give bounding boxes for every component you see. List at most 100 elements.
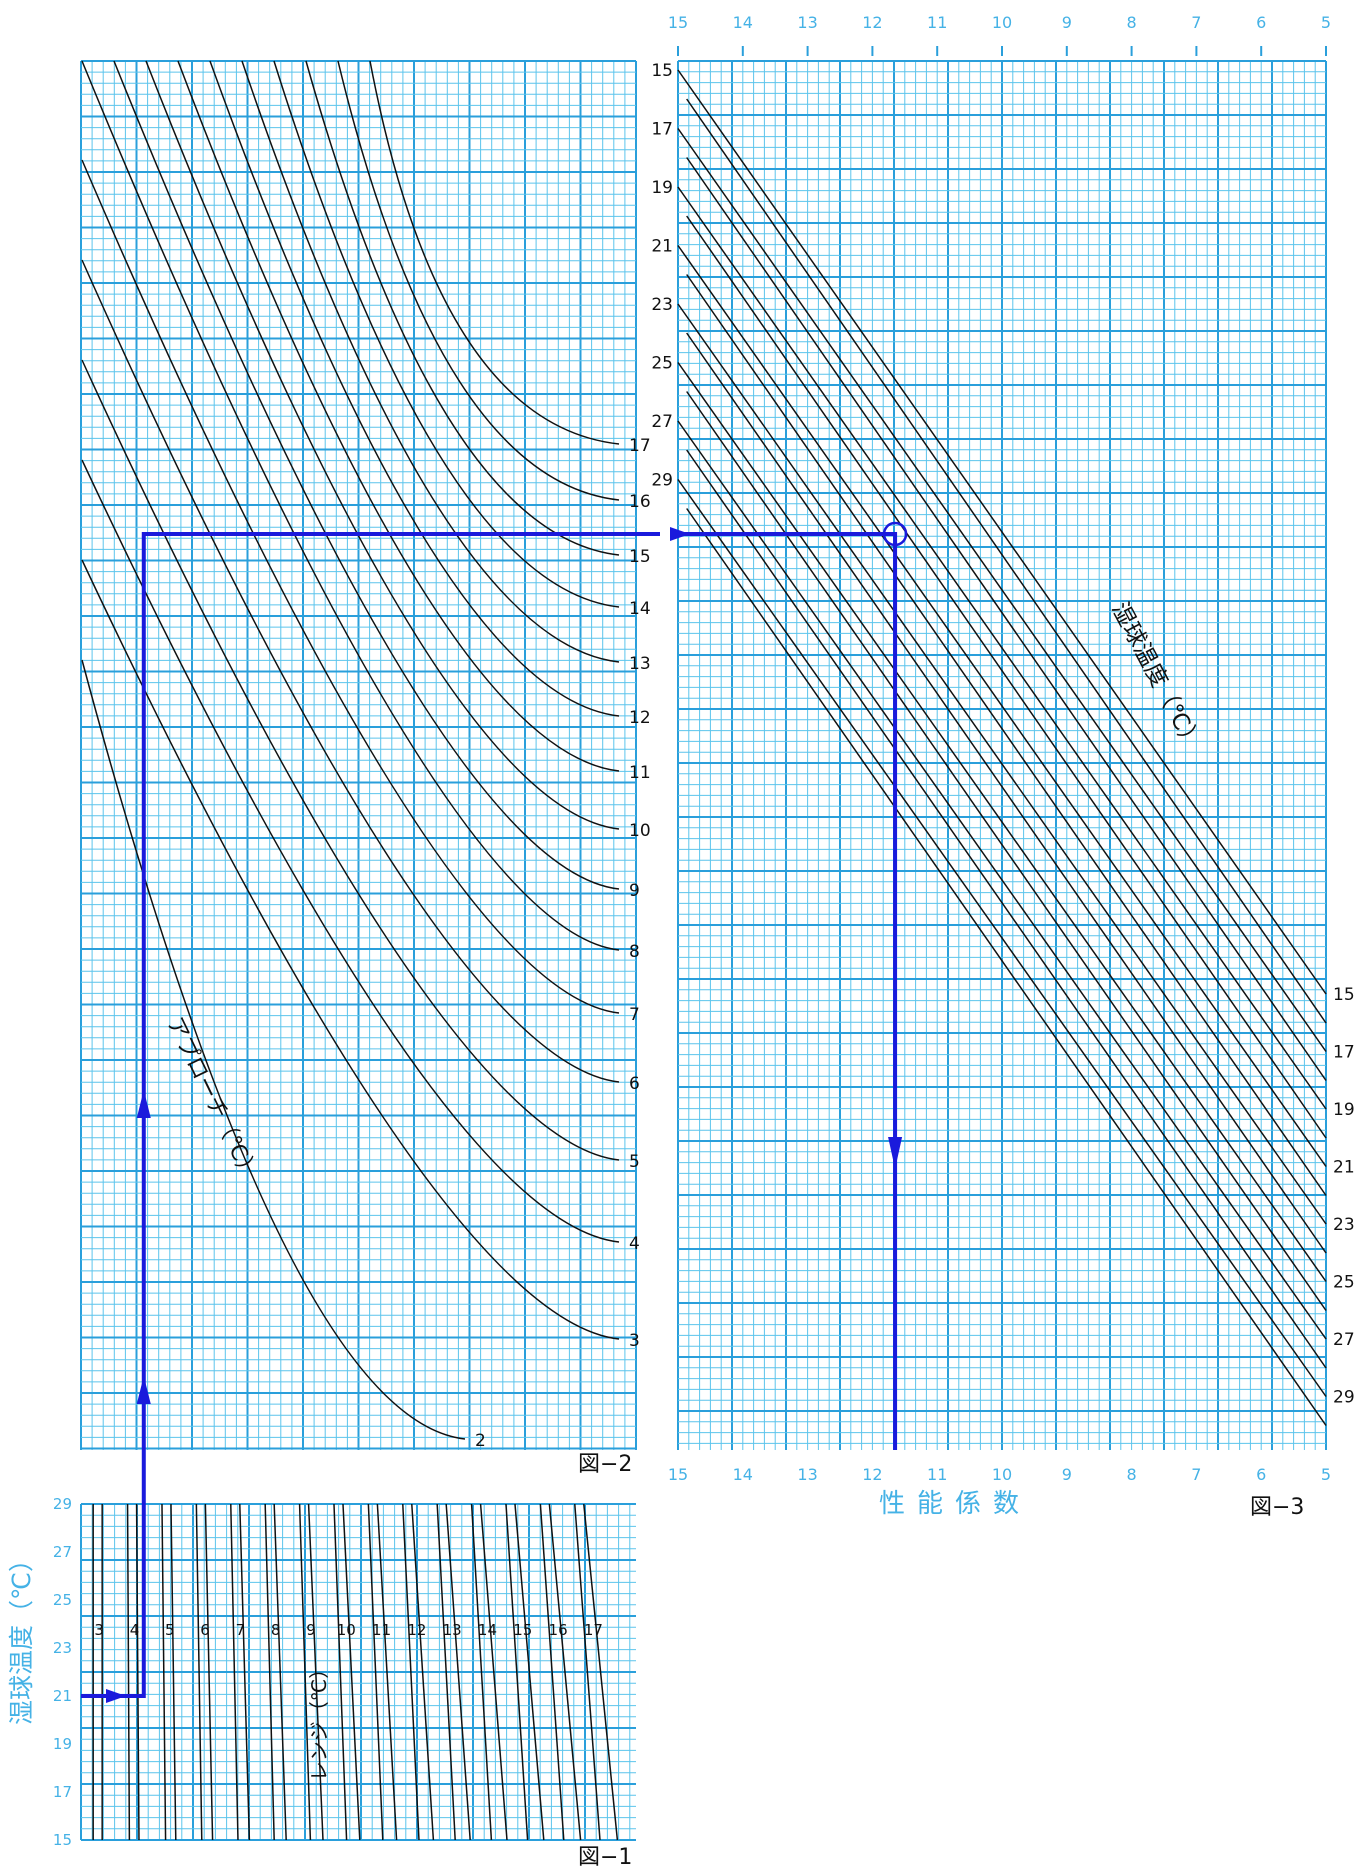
fig3-left-label: 27 [651, 412, 673, 432]
fig2-curve-label: 7 [629, 1005, 640, 1025]
fig1-range-subline [445, 1503, 471, 1841]
fig1-range-label: 10 [337, 1621, 356, 1639]
fig3-bottom-tick: 12 [862, 1465, 882, 1484]
fig2-curve-label: 17 [629, 436, 651, 456]
fig3-left-label: 19 [651, 178, 673, 198]
fig1-range-subline [411, 1503, 435, 1841]
fig1-y-tick: 25 [53, 1591, 72, 1609]
fig1-range-label: 8 [271, 1621, 281, 1639]
fig2-curve-label: 8 [629, 942, 640, 962]
fig2-approach-curve [81, 459, 620, 1243]
fig1-range-label: 12 [407, 1621, 426, 1639]
fig1-range-label: 17 [584, 1621, 603, 1639]
fig2-approach-curve [81, 259, 620, 1083]
fig1-range-line [367, 1503, 384, 1841]
fig2-approach-curve [81, 159, 620, 1014]
fig3-wetbulb-line [686, 157, 1327, 1081]
fig1-range-line [264, 1503, 275, 1841]
fig2-approach-curve [369, 60, 620, 445]
fig2-approach-curve [81, 559, 620, 1340]
fig1-range-line [161, 1503, 167, 1841]
fig2-approach-curve [177, 60, 620, 772]
fig1-range-label: 11 [372, 1621, 391, 1639]
fig1-range-label: 16 [549, 1621, 568, 1639]
fig2-approach-curve [305, 60, 620, 556]
fig1-range-subline [376, 1503, 398, 1841]
fig1-range-label: 13 [443, 1621, 462, 1639]
fig1-range-label: 5 [165, 1621, 175, 1639]
fig3-bottom-tick: 6 [1256, 1465, 1266, 1484]
fig2-curve-label: 13 [629, 654, 651, 674]
fig2-approach-curve [145, 60, 620, 830]
fig1-y-tick: 21 [53, 1687, 72, 1705]
fig3-top-tick: 7 [1191, 13, 1201, 32]
example-path-arrow [106, 1689, 126, 1703]
fig3-right-label: 17 [1333, 1043, 1355, 1063]
fig2-approach-curve [81, 659, 466, 1440]
fig2-curve-label: 6 [629, 1074, 640, 1094]
example-path-arrow [670, 527, 690, 541]
fig2-approach-curve [273, 60, 620, 608]
fig3-right-label: 27 [1333, 1330, 1355, 1350]
fig2-approach-curve [113, 60, 620, 890]
fig1-range-label: 14 [478, 1621, 497, 1639]
fig2-curve-label: 12 [629, 708, 651, 728]
fig3-right-label: 19 [1333, 1100, 1355, 1120]
fig2-grid [80, 60, 637, 1450]
fig3-wetbulb-line [686, 508, 1327, 1426]
fig1-y-tick: 17 [53, 1783, 72, 1801]
fig3-left-label: 23 [651, 295, 673, 315]
fig2-approach-curve [241, 60, 620, 663]
fig1-y-tick: 19 [53, 1735, 72, 1753]
fig3-xlabel: 性能係数 [879, 1489, 1031, 1519]
fig1-range-line [230, 1503, 239, 1841]
fig1-range-subline [239, 1503, 251, 1841]
fig3-left-label: 15 [651, 61, 673, 81]
fig3-top-tick: 9 [1062, 13, 1072, 32]
example-path [81, 521, 908, 1703]
fig1-range-subline [514, 1503, 545, 1841]
fig3-wetbulb-line [677, 479, 1327, 1397]
fig1-range-line [126, 1503, 131, 1841]
fig3-wetbulb-line [677, 245, 1327, 1167]
fig1-range-line [539, 1503, 565, 1841]
fig1-y-tick: 27 [53, 1543, 72, 1561]
fig3-left-label: 17 [651, 120, 673, 140]
fig1-title: 図−1 [578, 1845, 632, 1870]
fig1-range-subline [273, 1503, 287, 1841]
fig3-wetbulb-line [677, 69, 1327, 995]
fig1-range-subline [479, 1503, 508, 1841]
fig1-ylabel: 湿球温度（℃） [7, 1547, 36, 1725]
fig1-range-label: 3 [94, 1621, 104, 1639]
fig2-curve-label: 16 [629, 492, 651, 512]
fig2-approach-curves [81, 60, 620, 1440]
fig1-range-subline [342, 1503, 361, 1841]
fig3-bottom-tick: 8 [1127, 1465, 1137, 1484]
fig3-wetbulb-line [677, 362, 1327, 1282]
fig3-top-tick: 13 [797, 13, 817, 32]
fig2-curve-label: 15 [629, 547, 651, 567]
fig3-top-tick: 5 [1321, 13, 1331, 32]
fig1-range-subline [170, 1503, 177, 1841]
fig2-approach-curve [81, 60, 620, 951]
fig1-range-label: 4 [130, 1621, 140, 1639]
fig3-wetbulb-line [686, 215, 1327, 1139]
fig3-top-tick: 14 [733, 13, 753, 32]
example-path-arrow [888, 1137, 903, 1169]
fig3-right-label: 25 [1333, 1273, 1355, 1293]
fig3-left-label: 21 [651, 237, 673, 257]
fig3-wetbulb-lines [677, 69, 1327, 1426]
fig1-range-line [195, 1503, 203, 1841]
fig1-range-subline [548, 1503, 582, 1841]
fig1-y-tick: 23 [53, 1639, 72, 1657]
fig3-top-tick: 10 [992, 13, 1012, 32]
fig3-bottom-tick: 7 [1191, 1465, 1201, 1484]
fig1-range-label: 15 [513, 1621, 532, 1639]
fig2-curve-label: 4 [629, 1234, 640, 1254]
fig1-range-line [436, 1503, 456, 1841]
fig3-wetbulb-line [686, 98, 1327, 1024]
fig1-curve-label: レンジ（℃） [307, 1659, 331, 1781]
fig3-wetbulb-line [677, 420, 1327, 1340]
fig3-wetbulb-line [677, 128, 1327, 1052]
